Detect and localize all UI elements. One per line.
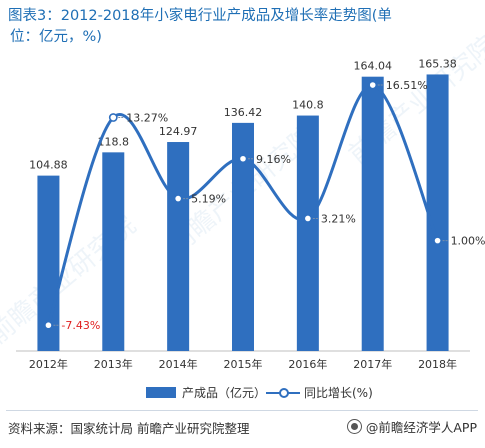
growth-point-6 [433,236,442,246]
growth-label-3: 9.16% [256,153,291,166]
growth-label-1: 13.27% [126,112,168,125]
legend-label-growth: 同比增长(%) [304,386,373,400]
bar-4 [296,115,319,351]
chart-title: 图表3：2012-2018年小家电行业产成品及增长率走势图(单 位：亿元，%) [8,6,478,48]
growth-point-0 [44,320,53,330]
x-tick-label-4: 2016年 [288,357,327,371]
growth-point-1 [108,113,118,122]
x-tick-label-6: 2018年 [418,357,457,371]
growth-label-0: -7.43% [61,319,100,332]
bar-label-4: 140.8 [292,99,324,112]
legend-label-output: 产成品（亿元） [182,386,267,400]
brand-mark: @前瞻经济学人APP [346,417,477,436]
brand-text: @前瞻经济学人APP [365,420,477,435]
bar-label-3: 136.42 [224,106,263,119]
source-note: 资料来源：国家统计局 前瞻产业研究院整理 [8,421,250,436]
x-tick-label-5: 2017年 [353,357,392,371]
growth-point-3 [238,154,248,164]
bar-6 [426,74,449,352]
legend-swatch-line [266,387,300,398]
chart-legend: 产成品（亿元） 同比增长(%) [0,384,485,402]
growth-point-2 [173,194,183,203]
brand-logo-icon [346,419,362,434]
bar-label-0: 104.88 [29,159,68,172]
chart-title-line-1: 图表3：2012-2018年小家电行业产成品及增长率走势图(单 [8,8,392,24]
footer-divider [6,410,478,411]
x-tick-label-0: 2012年 [29,357,68,371]
legend-item-growth: 同比增长(%) [266,384,373,401]
growth-point-5 [368,80,378,90]
legend-item-output: 产成品（亿元） [146,384,266,401]
legend-swatch-bar [146,387,176,398]
bar-label-5: 164.04 [353,60,392,73]
bar-1 [102,152,125,351]
bar-label-6: 165.38 [418,57,457,70]
x-tick-label-1: 2013年 [94,357,133,371]
x-tick-label-3: 2015年 [224,357,263,371]
bar-label-2: 124.97 [159,125,198,138]
chart-title-line-2: 位：亿元，%) [10,29,102,45]
growth-label-2: 5.19% [191,193,226,206]
growth-label-4: 3.21% [321,212,356,225]
growth-label-5: 16.51% [386,79,428,92]
bar-label-1: 118.8 [98,135,130,148]
bar-3 [232,122,254,351]
x-tick-label-2: 2014年 [159,357,198,371]
bar-2 [167,142,190,351]
growth-label-6: 1.00% [451,235,485,248]
growth-point-4 [303,214,313,223]
bar-5 [361,76,384,352]
